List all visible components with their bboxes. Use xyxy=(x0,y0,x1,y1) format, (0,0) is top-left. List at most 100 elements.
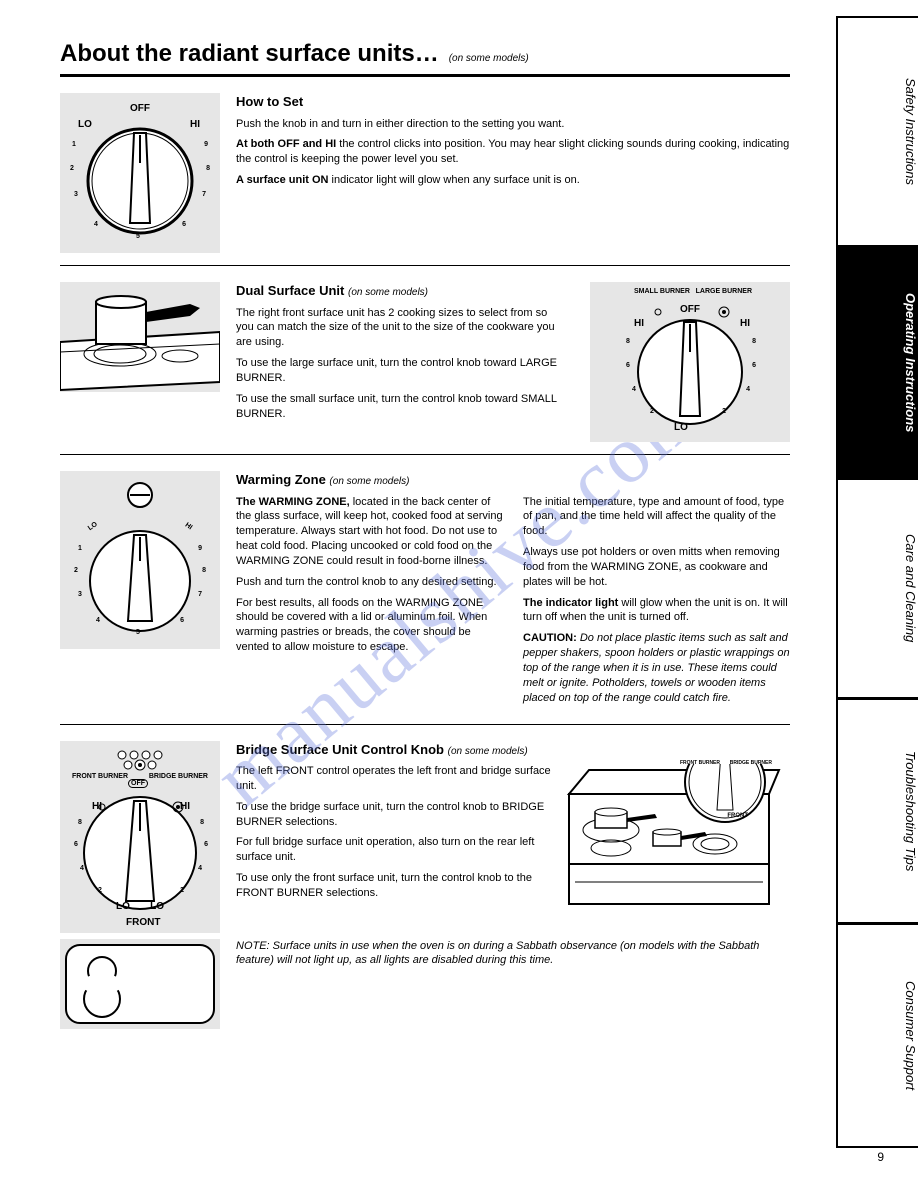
tab-support[interactable]: Consumer Support xyxy=(836,923,918,1148)
note-text: NOTE: Surface units in use when the oven… xyxy=(236,939,790,969)
divider xyxy=(60,724,790,725)
knob-label: 7 xyxy=(202,191,206,198)
knob-label: 6 xyxy=(752,362,756,369)
body-text: To use the bridge surface unit, turn the… xyxy=(236,800,551,830)
knob-label: HI xyxy=(740,318,750,329)
knob-label: 8 xyxy=(206,165,210,172)
knob-label-front-bottom: FRONT xyxy=(126,917,160,928)
heading-suffix: (on some models) xyxy=(348,287,428,298)
knob-label: 2 xyxy=(650,408,654,415)
heading-text: Dual Surface Unit xyxy=(236,283,344,298)
knob-label: 7 xyxy=(198,591,202,598)
page-subtitle: (on some models) xyxy=(449,53,529,64)
knob-label: 5 xyxy=(136,629,140,636)
knob-label: 2 xyxy=(722,408,726,415)
page-title: About the radiant surface units… xyxy=(60,40,439,68)
knob-label-off: OFF xyxy=(128,779,148,788)
knob-label: 6 xyxy=(74,841,78,848)
knob-label: 4 xyxy=(632,386,636,393)
knob-label: 5 xyxy=(136,233,140,240)
divider xyxy=(60,265,790,266)
knob-label-off: OFF xyxy=(130,103,150,114)
heading-text: Bridge Surface Unit Control Knob xyxy=(236,742,444,757)
knob-label: 6 xyxy=(180,617,184,624)
body-text: The initial temperature, type and amount… xyxy=(523,495,790,540)
knob-label-bridge: BRIDGE BURNER xyxy=(149,773,208,780)
knob-label: 4 xyxy=(94,221,98,228)
knob-label: 2 xyxy=(98,887,102,894)
knob-label-large: LARGE BURNER xyxy=(696,288,752,295)
body-text: The WARMING ZONE, located in the back ce… xyxy=(236,495,503,569)
section-tabs: Safety Instructions Operating Instructio… xyxy=(836,16,918,1148)
body-text: The right front surface unit has 2 cooki… xyxy=(236,306,566,351)
knob-label: 8 xyxy=(626,338,630,345)
knob-label: 4 xyxy=(746,386,750,393)
knob-illustration-how-to-set: OFF HI LO 9 8 7 6 5 4 3 2 1 xyxy=(60,93,220,253)
lead: At both OFF and HI xyxy=(236,138,336,150)
knob-inset-label: BRIDGE BURNER xyxy=(730,760,772,767)
knob-label: 9 xyxy=(204,141,208,148)
knob-label-hi: HI xyxy=(190,119,200,130)
body-text: To use the large surface unit, turn the … xyxy=(236,356,566,386)
knob-label: 4 xyxy=(198,865,202,872)
body-text: Push the knob in and turn in either dire… xyxy=(236,117,790,132)
heading-suffix: (on some models) xyxy=(329,476,409,487)
section-heading: Bridge Surface Unit Control Knob (on som… xyxy=(236,741,790,759)
knob-label: 8 xyxy=(202,567,206,574)
pot-on-burner-illustration xyxy=(60,282,220,392)
tab-troubleshooting[interactable]: Troubleshooting Tips xyxy=(836,698,918,923)
knob-label-small: SMALL BURNER xyxy=(634,288,690,295)
section-heading: Dual Surface Unit (on some models) xyxy=(236,282,566,300)
bridge-knob-illustration: FRONT BURNER BRIDGE BURNER OFF HI HI 8 8… xyxy=(60,741,220,933)
knob-label: 6 xyxy=(626,362,630,369)
body-text: For best results, all foods on the WARMI… xyxy=(236,596,503,655)
tab-care[interactable]: Care and Cleaning xyxy=(836,478,918,698)
page-header: About the radiant surface units… (on som… xyxy=(60,40,790,68)
tab-operating[interactable]: Operating Instructions xyxy=(836,246,918,478)
body-text: Always use pot holders or oven mitts whe… xyxy=(523,545,790,590)
knob-label: HI xyxy=(180,801,190,812)
knob-label: 6 xyxy=(204,841,208,848)
heading-suffix: (on some models) xyxy=(448,746,528,757)
body-text: The left FRONT control operates the left… xyxy=(236,764,551,794)
page-number: 9 xyxy=(877,1150,884,1164)
knob-label: LO xyxy=(150,901,164,912)
knob-label: 8 xyxy=(200,819,204,826)
body-text: Push and turn the control knob to any de… xyxy=(236,575,503,590)
knob-label: 2 xyxy=(74,567,78,574)
knob-label: LO xyxy=(116,901,130,912)
header-rule xyxy=(60,74,790,77)
tab-safety[interactable]: Safety Instructions xyxy=(836,16,918,246)
section-heading: How to Set xyxy=(236,93,790,111)
knob-label: 8 xyxy=(752,338,756,345)
knob-label: 2 xyxy=(180,887,184,894)
knob-label: 8 xyxy=(78,819,82,826)
lead: CAUTION: xyxy=(523,632,577,644)
body-text: The indicator light will glow when the u… xyxy=(523,596,790,626)
body-text: To use the small surface unit, turn the … xyxy=(236,392,566,422)
knob-label: 3 xyxy=(78,591,82,598)
knob-inset-label: FRONT xyxy=(727,812,748,820)
body-text: CAUTION: Do not place plastic items such… xyxy=(523,631,790,705)
section-bridge-unit: Bridge Surface Unit Control Knob (on som… xyxy=(236,741,790,933)
divider xyxy=(60,454,790,455)
knob-label-lo: LO xyxy=(78,119,92,130)
lead: The WARMING ZONE, xyxy=(236,496,350,508)
knob-label: HI xyxy=(634,318,644,329)
section-heading: Warming Zone (on some models) xyxy=(236,471,790,489)
text: indicator light will glow when any surfa… xyxy=(329,174,580,186)
cooktop-layout-illustration xyxy=(60,939,220,1029)
knob-label: 1 xyxy=(78,545,82,552)
knob-label: 4 xyxy=(80,865,84,872)
section-warming-zone: Warming Zone (on some models) The WARMIN… xyxy=(236,471,790,712)
section-dual-surface: Dual Surface Unit (on some models) The r… xyxy=(236,282,566,442)
knob-label: 3 xyxy=(74,191,78,198)
heading-text: Warming Zone xyxy=(236,472,326,487)
body-text: For full bridge surface unit operation, … xyxy=(236,835,551,865)
body-text: A surface unit ON indicator light will g… xyxy=(236,173,790,188)
knob-label: 9 xyxy=(198,545,202,552)
knob-label: 4 xyxy=(96,617,100,624)
knob-label-lo: LO xyxy=(674,422,688,433)
knob-label-front: FRONT BURNER xyxy=(72,773,128,780)
knob-label: 6 xyxy=(182,221,186,228)
